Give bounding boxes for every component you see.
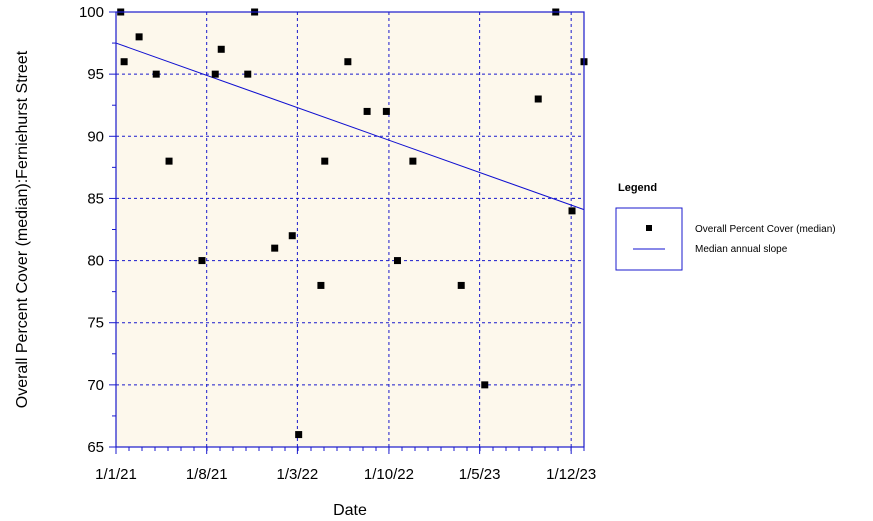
data-point	[344, 58, 352, 66]
data-point	[317, 281, 325, 289]
x-tick-label: 1/10/22	[364, 466, 414, 483]
data-point	[409, 157, 417, 165]
y-tick-label: 100	[79, 4, 104, 21]
legend: Legend Overall Percent Cover (median) Me…	[615, 182, 836, 271]
data-point	[363, 107, 371, 115]
y-tick-label: 90	[87, 128, 104, 145]
data-point	[534, 95, 542, 103]
data-point	[568, 207, 576, 215]
data-point	[120, 58, 128, 66]
data-point	[481, 381, 489, 389]
y-tick-label: 85	[87, 190, 104, 207]
trend-line-layer	[115, 42, 585, 211]
x-tick-label: 1/3/22	[277, 466, 319, 483]
legend-title: Legend	[618, 182, 657, 194]
data-point	[152, 70, 160, 78]
x-tick-label: 1/12/23	[546, 466, 596, 483]
data-point	[382, 107, 390, 115]
data-point	[198, 257, 206, 265]
legend-marker-square	[646, 225, 652, 231]
x-axis: 1/1/21 1/8/21 1/3/22 1/10/22 1/5/23 1/12/23	[95, 447, 596, 483]
y-tick-label: 80	[87, 253, 104, 270]
data-point	[165, 157, 173, 165]
data-point	[393, 257, 401, 265]
data-point	[321, 157, 329, 165]
grid-lines	[115, 12, 584, 447]
data-point	[295, 431, 303, 439]
data-point	[135, 33, 143, 41]
legend-label-points: Overall Percent Cover (median)	[695, 224, 836, 235]
y-tick-label: 65	[87, 439, 104, 456]
plot-area	[115, 8, 588, 448]
legend-box	[615, 207, 683, 271]
x-tick-label: 1/1/21	[95, 466, 137, 483]
x-axis-title: Date	[333, 502, 367, 519]
x-tick-label: 1/8/21	[186, 466, 228, 483]
trend-line	[115, 42, 585, 211]
y-tick-label: 70	[87, 377, 104, 394]
y-axis-title: Overall Percent Cover (median):Ferniehur…	[14, 50, 31, 408]
y-axis: 65 70 75 80 85 90 95 100	[79, 4, 116, 456]
data-point	[244, 70, 252, 78]
data-point	[457, 281, 465, 289]
data-point	[217, 45, 225, 53]
y-tick-label: 95	[87, 66, 104, 83]
plot-background	[116, 12, 584, 447]
data-point	[211, 70, 219, 78]
legend-label-slope: Median annual slope	[695, 244, 788, 255]
data-point	[271, 244, 279, 252]
x-tick-label: 1/5/23	[459, 466, 501, 483]
y-tick-label: 75	[87, 315, 104, 332]
data-point	[288, 232, 296, 240]
